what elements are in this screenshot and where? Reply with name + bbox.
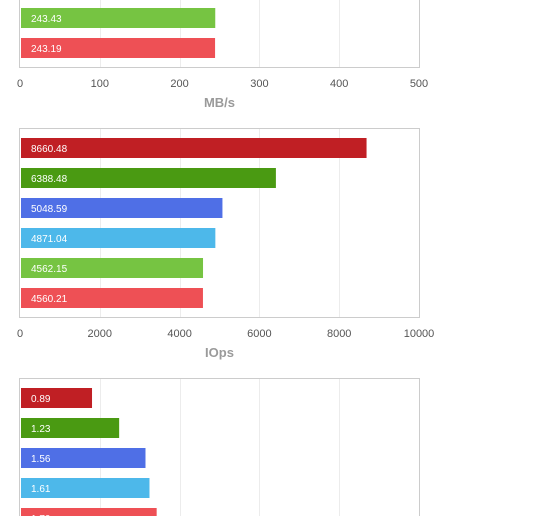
chart-2-tick-label: 2000 [88, 328, 112, 340]
chart-2-bar [21, 198, 223, 218]
chart-2-frame [19, 128, 420, 318]
chart-3-data-label: 0.89 [31, 394, 51, 405]
chart-2-data-label: 5048.59 [31, 204, 68, 215]
chart-1-tick-label: 500 [410, 78, 428, 90]
chart-2-tick-label: 4000 [167, 328, 191, 340]
chart-3-data-label: 1.56 [31, 454, 51, 465]
chart-2-bar [21, 258, 204, 278]
chart-1-data-label: 243.19 [31, 44, 62, 55]
chart-3-bar [21, 448, 146, 468]
chart-1-data-label: 243.43 [31, 14, 62, 25]
chart-2-bar [21, 228, 216, 248]
chart-2-bar [21, 168, 276, 188]
chart-2-tick-label: 8000 [327, 328, 351, 340]
chart-2-data-label: 4871.04 [31, 234, 68, 245]
chart-1-bar [21, 38, 216, 58]
chart-2-bar [21, 288, 203, 308]
chart-2-data-label: 6388.48 [31, 174, 68, 185]
chart-1-bar [21, 8, 216, 28]
chart-2-bar [21, 138, 367, 158]
chart-3-data-label: 1.23 [31, 424, 51, 435]
chart-2-data-label: 4560.21 [31, 294, 68, 305]
chart-1-axis-label: MB/s [204, 95, 235, 110]
chart-2-data-label: 8660.48 [31, 144, 68, 155]
chart-1-tick-label: 200 [170, 78, 188, 90]
chart-1-tick-label: 0 [17, 78, 23, 90]
chart-3-bar [21, 418, 120, 438]
chart-1-tick-label: 100 [91, 78, 109, 90]
chart-3-data-label: 1.61 [31, 484, 51, 495]
chart-2-tick-label: 6000 [247, 328, 271, 340]
chart-1-tick-label: 300 [250, 78, 268, 90]
chart-2-tick-label: 0 [17, 328, 23, 340]
chart-3-bar [21, 478, 150, 498]
chart-3-bar [21, 388, 93, 408]
chart-2-data-label: 4562.15 [31, 264, 68, 275]
chart-2-tick-label: 10000 [404, 328, 435, 340]
chart-2-axis-label: IOps [205, 345, 234, 360]
chart-1-tick-label: 400 [330, 78, 348, 90]
